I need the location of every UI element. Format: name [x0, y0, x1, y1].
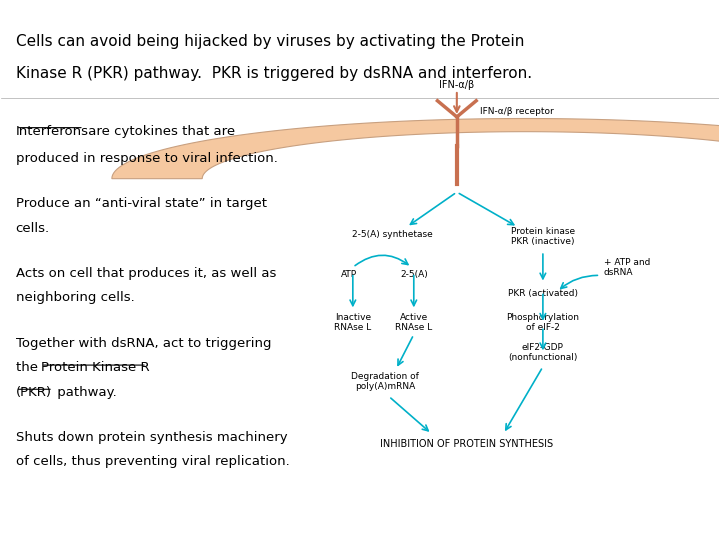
- Text: Protein kinase
PKR (inactive): Protein kinase PKR (inactive): [510, 227, 575, 246]
- Text: Together with dsRNA, act to triggering: Together with dsRNA, act to triggering: [16, 337, 271, 350]
- Text: INHIBITION OF PROTEIN SYNTHESIS: INHIBITION OF PROTEIN SYNTHESIS: [379, 439, 553, 449]
- Text: neighboring cells.: neighboring cells.: [16, 292, 135, 305]
- Text: Phosphorylation
of eIF-2: Phosphorylation of eIF-2: [506, 313, 580, 333]
- Text: 2-5(A) synthetase: 2-5(A) synthetase: [352, 230, 433, 239]
- Text: IFN-α/β receptor: IFN-α/β receptor: [480, 107, 554, 116]
- Text: pathway.: pathway.: [53, 386, 117, 399]
- Text: of cells, thus preventing viral replication.: of cells, thus preventing viral replicat…: [16, 455, 289, 468]
- Text: Cells can avoid being hijacked by viruses by activating the Protein: Cells can avoid being hijacked by viruse…: [16, 33, 524, 49]
- Text: IFN-α/β: IFN-α/β: [439, 80, 474, 90]
- Text: 2-5(A): 2-5(A): [400, 270, 428, 279]
- Text: the: the: [16, 361, 42, 374]
- Text: Inactive
RNAse L: Inactive RNAse L: [334, 313, 372, 333]
- Text: PKR (activated): PKR (activated): [508, 289, 578, 298]
- Text: produced in response to viral infection.: produced in response to viral infection.: [16, 152, 278, 165]
- Text: Kinase R (PKR) pathway.  PKR is triggered by dsRNA and interferon.: Kinase R (PKR) pathway. PKR is triggered…: [16, 66, 532, 81]
- Text: Protein Kinase R: Protein Kinase R: [41, 361, 150, 374]
- Text: Shuts down protein synthesis machinery: Shuts down protein synthesis machinery: [16, 431, 287, 444]
- Text: Produce an “anti-viral state” in target: Produce an “anti-viral state” in target: [16, 198, 266, 211]
- Text: are cytokines that are: are cytokines that are: [84, 125, 235, 138]
- Text: (PKR): (PKR): [16, 386, 52, 399]
- Text: Degradation of
poly(A)mRNA: Degradation of poly(A)mRNA: [351, 372, 419, 391]
- Text: ATP: ATP: [341, 270, 357, 279]
- Text: cells.: cells.: [16, 221, 50, 235]
- Text: Interferons: Interferons: [16, 125, 89, 138]
- PathPatch shape: [112, 118, 720, 179]
- Text: Active
RNAse L: Active RNAse L: [395, 313, 433, 333]
- Text: eIF2-GDP
(nonfunctional): eIF2-GDP (nonfunctional): [508, 342, 577, 362]
- Text: Acts on cell that produces it, as well as: Acts on cell that produces it, as well a…: [16, 267, 276, 280]
- Text: + ATP and
dsRNA: + ATP and dsRNA: [604, 258, 650, 277]
